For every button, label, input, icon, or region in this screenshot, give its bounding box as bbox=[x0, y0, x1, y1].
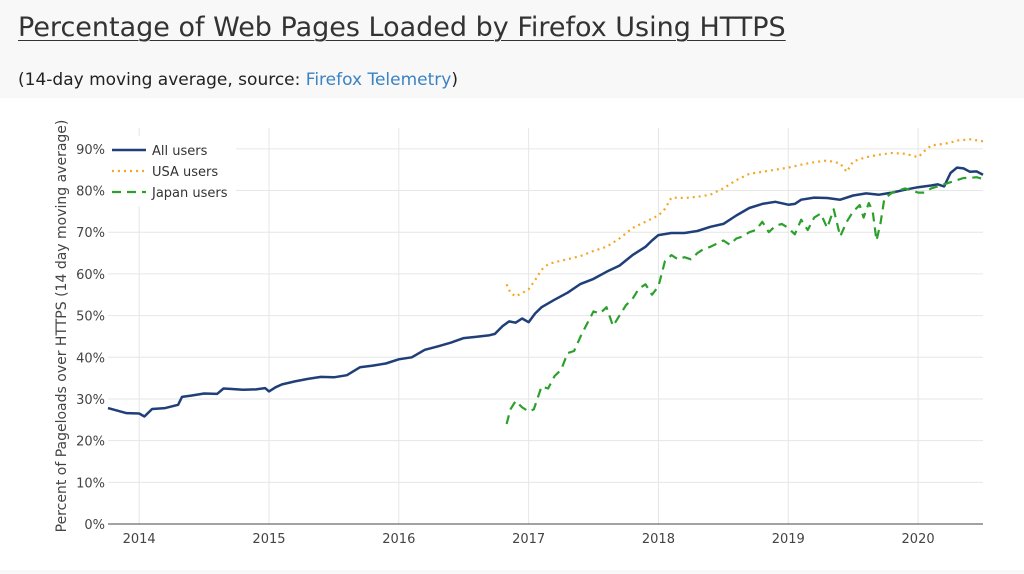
x-tick-label: 2020 bbox=[902, 532, 935, 547]
y-tick-label: 30% bbox=[76, 393, 105, 408]
gridlines bbox=[108, 128, 983, 524]
series-line-all-users bbox=[107, 166, 984, 418]
y-tick-label: 60% bbox=[76, 268, 105, 283]
legend-label-japan-users: Japan users bbox=[151, 186, 228, 201]
y-axis-title: Percent of Pageloads over HTTPS (14 day … bbox=[54, 120, 70, 533]
y-tick-label: 50% bbox=[76, 310, 105, 325]
y-tick-label: 20% bbox=[76, 435, 105, 450]
https-line-chart: 0% 10% 20% 30% 40% 50% 60% 70% 80% 90% 2014 2015 201… bbox=[0, 98, 1024, 570]
y-tick-label: 0% bbox=[84, 518, 105, 533]
y-tick-label: 70% bbox=[76, 226, 105, 241]
series-line-japan-users bbox=[505, 176, 984, 425]
subtitle-prefix: (14-day moving average, source: bbox=[18, 70, 306, 90]
y-tick-label: 10% bbox=[76, 476, 105, 491]
x-tick-label: 2019 bbox=[772, 532, 805, 547]
y-tick-label: 90% bbox=[76, 143, 105, 158]
page-subtitle: (14-day moving average, source: Firefox … bbox=[18, 70, 458, 90]
axes: 0% 10% 20% 30% 40% 50% 60% 70% 80% 90% 2014 2015 201… bbox=[54, 120, 983, 547]
x-tick-label: 2017 bbox=[512, 532, 545, 547]
y-tick-label: 80% bbox=[76, 185, 105, 200]
legend: All users USA users Japan users bbox=[108, 136, 236, 206]
x-tick-label: 2015 bbox=[252, 532, 285, 547]
chart-container: 0% 10% 20% 30% 40% 50% 60% 70% 80% 90% 2014 2015 201… bbox=[0, 98, 1024, 570]
firefox-telemetry-link[interactable]: Firefox Telemetry bbox=[305, 70, 452, 90]
page-title: Percentage of Web Pages Loaded by Firefo… bbox=[18, 12, 786, 43]
y-tick-label: 40% bbox=[76, 351, 105, 366]
legend-label-usa-users: USA users bbox=[152, 165, 218, 180]
series-lines bbox=[107, 138, 984, 425]
x-tick-label: 2018 bbox=[642, 532, 675, 547]
x-tick-label: 2014 bbox=[123, 532, 156, 547]
subtitle-suffix: ) bbox=[451, 70, 458, 90]
legend-label-all-users: All users bbox=[152, 144, 208, 159]
x-tick-label: 2016 bbox=[382, 532, 415, 547]
legend-background bbox=[108, 136, 236, 206]
